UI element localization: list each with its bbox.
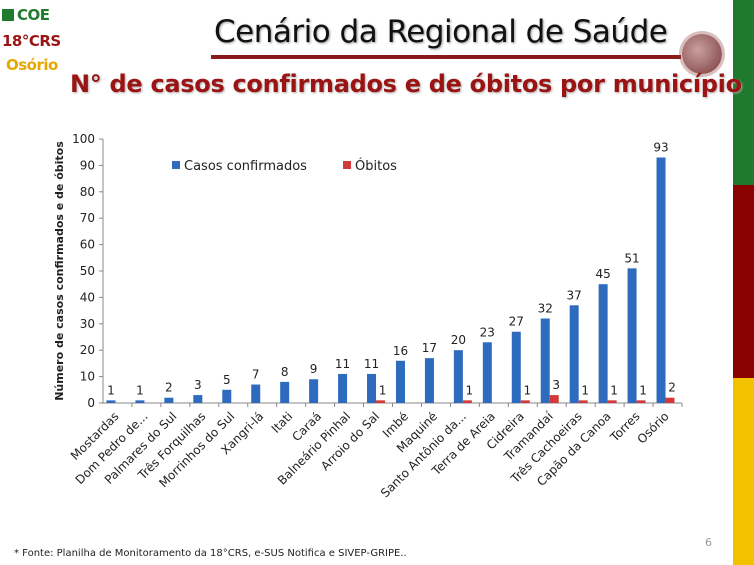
y-tick-label: 80	[80, 185, 95, 199]
data-label-cases: 7	[252, 368, 260, 382]
bar-deaths	[607, 400, 617, 403]
bar-cases	[627, 268, 637, 403]
data-label-cases: 1	[136, 383, 144, 397]
y-tick-label: 70	[80, 211, 95, 225]
side-stripe-yellow	[733, 378, 754, 565]
bar-cases	[511, 331, 521, 403]
legend-swatch	[172, 161, 180, 169]
data-label-cases: 2	[165, 381, 173, 395]
bar-cases	[164, 397, 174, 403]
bar-cases	[193, 395, 203, 403]
data-label-cases: 23	[480, 325, 495, 339]
bar-deaths	[462, 400, 472, 403]
bar-cases	[309, 379, 319, 403]
y-tick-label: 100	[72, 132, 95, 146]
side-stripe-green	[733, 0, 754, 185]
bar-cases	[453, 350, 463, 403]
y-tick-label: 60	[80, 238, 95, 252]
data-label-cases: 1	[107, 383, 115, 397]
bar-cases	[338, 373, 348, 403]
data-label-deaths: 1	[581, 383, 589, 397]
data-label-cases: 27	[509, 315, 524, 329]
data-label-deaths: 1	[466, 383, 474, 397]
legend-label: Casos confirmados	[184, 159, 307, 174]
data-label-deaths: 1	[523, 383, 531, 397]
title-underline	[211, 55, 681, 59]
logo-city: Osório	[6, 56, 58, 74]
data-label-cases: 17	[422, 341, 437, 355]
bar-deaths	[549, 395, 559, 403]
bar-cases	[367, 373, 377, 403]
bar-cases	[424, 358, 434, 403]
data-label-deaths: 1	[610, 383, 618, 397]
bar-cases	[540, 318, 550, 403]
data-label-cases: 8	[281, 365, 289, 379]
logo-crs: 18°CRS	[2, 32, 61, 50]
data-label-deaths: 2	[668, 381, 676, 395]
y-tick-label: 90	[80, 158, 95, 172]
bar-cases	[280, 381, 290, 403]
page-title: Cenário da Regional de Saúde	[214, 14, 668, 50]
legend-swatch	[343, 161, 351, 169]
data-label-cases: 45	[595, 267, 610, 281]
data-label-cases: 9	[310, 362, 318, 376]
bar-cases	[569, 305, 579, 403]
side-stripe-red	[733, 185, 754, 378]
legend-label: Óbitos	[355, 158, 397, 174]
y-tick-label: 0	[87, 396, 95, 410]
square-icon	[2, 9, 14, 21]
data-label-cases: 5	[223, 373, 231, 387]
y-tick-label: 40	[80, 290, 95, 304]
bar-deaths	[665, 397, 675, 403]
y-axis-label: Número de casos confirmados e de óbitos	[53, 141, 66, 401]
bar-cases	[598, 284, 608, 403]
data-label-cases: 37	[567, 288, 582, 302]
footnote: * Fonte: Planilha de Monitoramento da 18…	[14, 548, 407, 559]
y-tick-label: 30	[80, 317, 95, 331]
x-tick-label: Osório	[634, 409, 671, 446]
logo-line1: COE	[17, 6, 50, 24]
bar-deaths	[520, 400, 530, 403]
bar-cases	[135, 400, 145, 403]
logo-coe: COE	[2, 6, 50, 24]
data-label-cases: 32	[538, 302, 553, 316]
data-label-deaths: 3	[552, 378, 560, 392]
bar-cases	[251, 384, 261, 403]
data-label-cases: 20	[451, 333, 466, 347]
bar-deaths	[376, 400, 386, 403]
data-label-cases: 51	[624, 251, 639, 265]
virus-icon	[682, 34, 722, 74]
page-subtitle: N° de casos confirmados e de óbitos por …	[70, 70, 742, 98]
bar-deaths	[636, 400, 646, 403]
data-label-cases: 93	[653, 140, 668, 154]
bar-deaths	[578, 400, 588, 403]
bar-cases	[395, 360, 405, 403]
data-label-cases: 3	[194, 378, 202, 392]
y-tick-label: 50	[80, 264, 95, 278]
bar-cases	[656, 157, 666, 403]
bar-cases	[222, 389, 232, 403]
bar-cases	[482, 342, 492, 403]
data-label-cases: 16	[393, 344, 408, 358]
page-number: 6	[705, 536, 712, 549]
data-label-cases: 11	[335, 357, 350, 371]
data-label-deaths: 1	[639, 383, 647, 397]
y-tick-label: 20	[80, 343, 95, 357]
y-tick-label: 10	[80, 370, 95, 384]
bar-cases	[106, 400, 116, 403]
data-label-deaths: 1	[379, 383, 387, 397]
data-label-cases: 11	[364, 357, 379, 371]
